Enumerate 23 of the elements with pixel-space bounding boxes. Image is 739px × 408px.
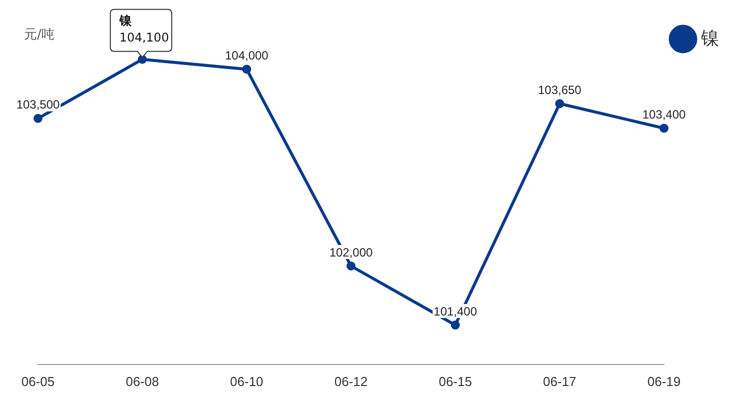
point: [346, 262, 356, 270]
data-label: 103,650: [538, 82, 582, 97]
x-tick-label: 06-05: [21, 374, 55, 389]
data-label: 103,500: [16, 98, 60, 112]
data-label: 102,000: [329, 245, 374, 260]
x-tick-label: 06-17: [543, 374, 576, 389]
data-label: 101,400: [434, 304, 478, 318]
x-tick-label: 06-19: [647, 374, 681, 389]
data-label: 104,000: [224, 48, 269, 63]
x-tick-label: 06-15: [438, 374, 472, 389]
point: [138, 54, 147, 64]
x-tick-label: 06-10: [230, 374, 264, 389]
point: [660, 124, 668, 133]
data-label: 103,400: [642, 108, 686, 122]
point: [34, 114, 42, 123]
point: [242, 64, 252, 74]
annotation: 镍 104,100: [118, 13, 169, 44]
point: [450, 320, 460, 330]
x-tick-label: 06-12: [334, 374, 368, 389]
text: 元/吨: [24, 27, 54, 42]
point: [555, 99, 564, 108]
x-tick-label: 06-08: [126, 374, 159, 389]
legend-label: 镍: [700, 28, 719, 48]
